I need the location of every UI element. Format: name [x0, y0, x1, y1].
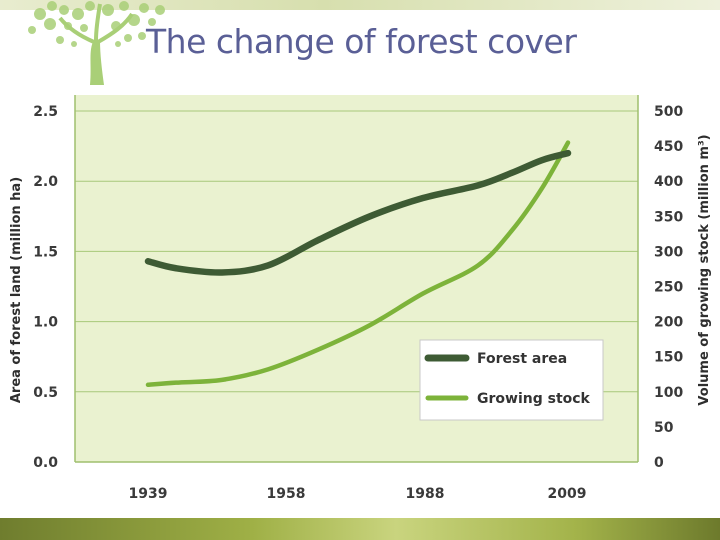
left-tick-label: 0.0: [33, 455, 58, 471]
x-tick-label: 2009: [548, 486, 587, 502]
right-tick-label: 0: [654, 455, 664, 471]
slide-title: The change of forest cover: [146, 22, 577, 61]
x-tick-labels: 1939 1958 1988 2009: [129, 486, 587, 502]
legend-box: [419, 339, 604, 421]
right-tick-label: 250: [654, 280, 683, 296]
x-tick-label: 1939: [129, 486, 168, 502]
right-tick-label: 50: [654, 420, 674, 436]
bottom-decor-band: [0, 518, 720, 540]
left-tick-label: 2.0: [33, 174, 58, 190]
axes: [74, 95, 639, 463]
x-tick-label: 1988: [406, 486, 445, 502]
right-tick-label: 400: [654, 174, 683, 190]
left-tick-label: 1.0: [33, 315, 58, 331]
legend-label-growing-stock: Growing stock: [477, 391, 591, 407]
top-decor-band: [0, 0, 720, 10]
left-tick-label: 0.5: [33, 385, 58, 401]
left-tick-label: 1.5: [33, 244, 58, 260]
tree-logo-icon: [28, 1, 165, 85]
right-axis-label: Volume of growing stock (million m³): [697, 134, 712, 405]
right-tick-label: 450: [654, 139, 683, 155]
left-tick-labels: 0.0 0.5 1.0 1.5 2.0 2.5: [33, 104, 58, 471]
series-lines: [144, 140, 572, 388]
legend: Forest area Growing stock: [419, 339, 604, 421]
right-tick-label: 500: [654, 104, 683, 120]
right-tick-label: 150: [654, 350, 683, 366]
left-tick-label: 2.5: [33, 104, 58, 120]
right-tick-label: 350: [654, 209, 683, 225]
legend-label-forest-area: Forest area: [477, 351, 567, 367]
right-tick-label: 300: [654, 244, 683, 260]
right-tick-label: 200: [654, 315, 683, 331]
right-tick-labels: 0 50 100 150 200 250 300 350 400 450 500: [654, 104, 683, 471]
x-tick-label: 1958: [267, 486, 306, 502]
left-axis-label: Area of forest land (million ha): [9, 177, 24, 403]
right-tick-label: 100: [654, 385, 683, 401]
